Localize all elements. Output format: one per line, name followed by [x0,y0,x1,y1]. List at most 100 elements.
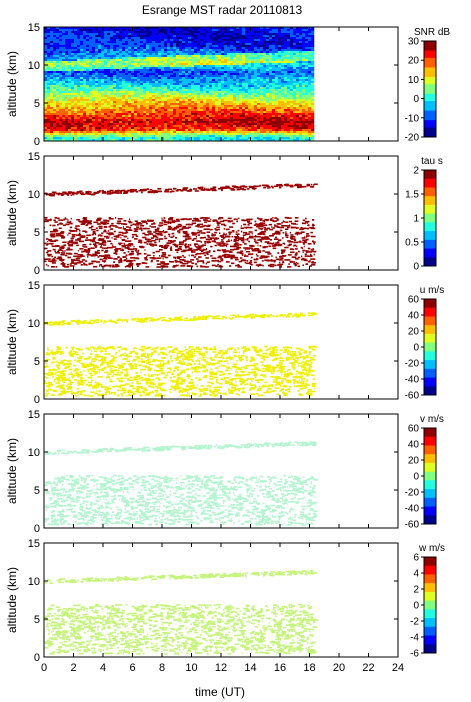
heatmap-cell [292,103,297,106]
heatmap-cell [283,95,288,98]
heatmap-cell [250,75,255,78]
heatmap-cell [250,81,255,84]
heatmap-cell [76,99,81,102]
heatmap-cell [62,77,66,80]
heatmap-cell [283,61,288,64]
heatmap-cell [59,75,63,78]
heatmap-cell [199,57,204,60]
heatmap-cell [91,77,96,80]
heatmap-cell [271,123,276,126]
heatmap-cell [59,47,63,50]
heatmap-cell [79,101,84,104]
heatmap-cell [145,115,150,118]
heatmap-cell [289,45,294,48]
heatmap-cell [103,73,108,76]
heatmap-cell [265,35,270,38]
heatmap-cell [160,99,165,102]
heatmap-cell [271,99,276,102]
heatmap-cell [259,121,264,124]
heatmap-cell [59,133,63,136]
heatmap-cell [50,41,54,44]
heatmap-cell [56,127,60,130]
heatmap-cell [235,27,240,30]
heatmap-cell [154,35,159,38]
heatmap-cell [187,41,192,44]
heatmap-cell [271,63,276,66]
heatmap-cell [178,43,183,46]
heatmap-cell [253,99,258,102]
heatmap-cell [160,103,165,106]
heatmap-cell [142,31,147,34]
heatmap-cell [253,75,258,78]
heatmap-cell [262,95,267,98]
heatmap-cell [262,53,267,56]
heatmap-cell [73,109,78,112]
heatmap-cell [208,115,213,118]
heatmap-cell [133,85,138,88]
heatmap-cell [202,135,207,138]
heatmap-cell [79,43,84,46]
heatmap-cell [76,75,81,78]
heatmap-cell [163,31,168,34]
heatmap-cell [250,61,255,64]
heatmap-cell [199,75,204,78]
heatmap-cell [241,49,246,52]
heatmap-cell [226,93,231,96]
heatmap-cell [307,45,312,48]
heatmap-cell [253,29,258,32]
heatmap-cell [268,69,273,72]
heatmap-cell [286,125,291,128]
heatmap-cell [196,29,201,32]
heatmap-cell [64,87,69,90]
heatmap-cell [184,101,189,104]
heatmap-cell [259,117,264,120]
heatmap-cell [235,105,240,108]
heatmap-cell [217,61,222,64]
heatmap-cell [124,61,129,64]
heatmap-cell [121,113,126,116]
heatmap-cell [271,115,276,118]
heatmap-cell [62,119,66,122]
heatmap-cell [139,59,144,62]
heatmap-cell [175,113,180,116]
heatmap-cell [220,61,225,64]
heatmap-cell [169,123,174,126]
heatmap-cell [56,87,60,90]
heatmap-cell [169,117,174,120]
heatmap-cell [190,49,195,52]
heatmap-cell [157,135,162,138]
heatmap-cell [235,81,240,84]
heatmap-cell [59,53,63,56]
heatmap-cell [82,97,87,100]
heatmap-cell [130,121,135,124]
heatmap-cell [151,35,156,38]
heatmap-cell [103,33,108,36]
heatmap-cell [62,53,66,56]
heatmap-cell [247,37,252,40]
heatmap-cell [175,27,180,30]
heatmap-cell [91,57,96,60]
heatmap-cell [70,53,75,56]
heatmap-cell [307,105,312,108]
heatmap-cell [44,69,48,72]
heatmap-cell [268,73,273,76]
heatmap-cell [163,111,168,114]
heatmap-cell [70,63,75,66]
heatmap-cell [130,85,135,88]
heatmap-cell [277,69,282,72]
heatmap-cell [226,73,231,76]
heatmap-cell [112,99,117,102]
heatmap-cell [130,59,135,62]
heatmap-cell [59,131,63,134]
heatmap-cell [103,79,108,82]
heatmap-cell [310,107,315,110]
heatmap-cell [103,63,108,66]
heatmap-cell [199,93,204,96]
heatmap-cell [253,103,258,106]
heatmap-cell [271,85,276,88]
heatmap-cell [73,119,78,122]
heatmap-cell [82,117,87,120]
heatmap-cell [157,41,162,44]
heatmap-cell [133,95,138,98]
heatmap-cell [142,81,147,84]
